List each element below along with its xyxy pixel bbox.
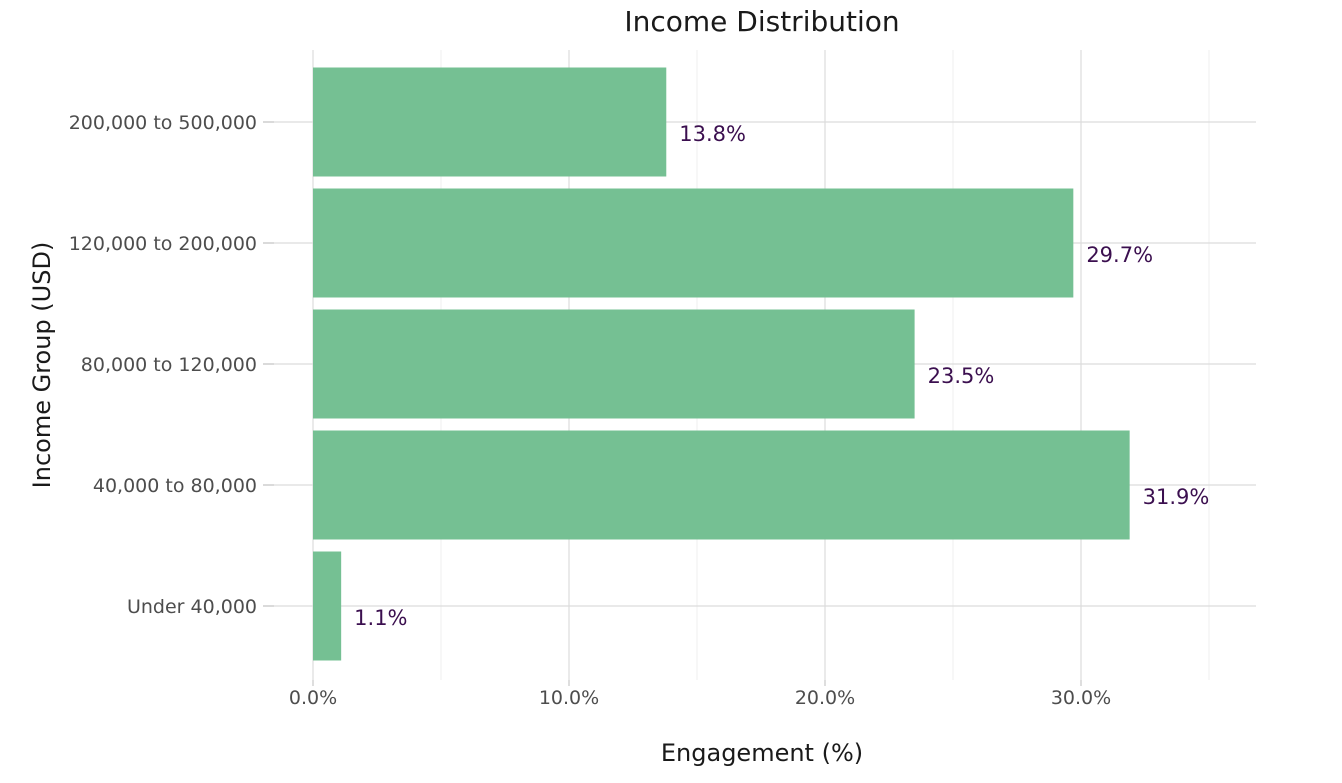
bar: [313, 430, 1130, 540]
chart-title: Income Distribution: [624, 5, 899, 38]
x-tick-label: 10.0%: [539, 687, 599, 709]
bars: [313, 67, 1130, 661]
data-labels: 1.1% 31.9% 23.5% 29.7% 13.8%: [354, 122, 1209, 630]
x-axis-title: Engagement (%): [661, 739, 863, 767]
x-axis-ticks: 0.0% 10.0% 20.0% 30.0%: [289, 680, 1111, 709]
y-tick-label: Under 40,000: [127, 596, 257, 618]
bar-value-label: 23.5%: [928, 364, 995, 388]
y-tick-label: 40,000 to 80,000: [93, 475, 257, 497]
bar: [313, 309, 915, 419]
bar: [313, 67, 667, 177]
x-tick-label: 30.0%: [1051, 687, 1111, 709]
x-tick-label: 20.0%: [795, 687, 855, 709]
bar-value-label: 31.9%: [1143, 485, 1210, 509]
bar-value-label: 29.7%: [1086, 243, 1153, 267]
bar: [313, 188, 1074, 298]
y-axis-ticks: Under 40,000 40,000 to 80,000 80,000 to 12…: [69, 112, 274, 618]
y-tick-label: 80,000 to 120,000: [81, 354, 257, 376]
bar: [313, 551, 342, 661]
bar-value-label: 1.1%: [354, 606, 407, 630]
y-tick-label: 120,000 to 200,000: [69, 233, 257, 255]
bar-value-label: 13.8%: [679, 122, 746, 146]
x-tick-label: 0.0%: [289, 687, 337, 709]
y-tick-label: 200,000 to 500,000: [69, 112, 257, 134]
y-axis-title: Income Group (USD): [28, 242, 56, 489]
